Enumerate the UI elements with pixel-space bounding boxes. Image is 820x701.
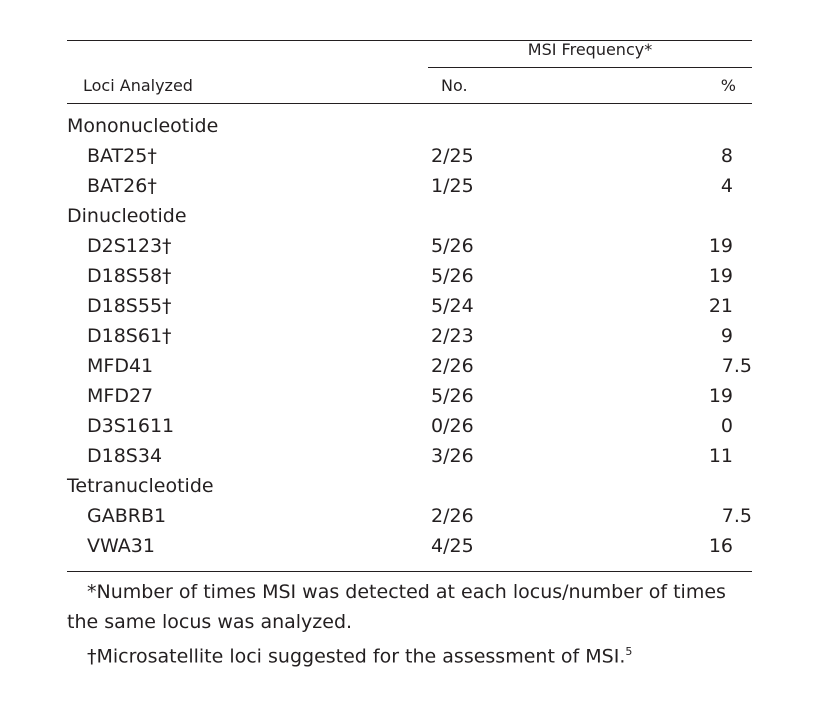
count: 3/26 — [431, 445, 474, 467]
percent: 0 — [720, 415, 733, 437]
locus: BAT25† — [87, 145, 157, 167]
count: 5/26 — [431, 265, 474, 287]
locus: D3S1611 — [87, 415, 175, 437]
locus: D18S34 — [87, 445, 163, 467]
header-rule — [67, 103, 752, 104]
locus: D18S58† — [87, 265, 172, 287]
group-header: MSI Frequency* — [527, 40, 653, 59]
percent: 7.5 — [721, 355, 752, 377]
locus: D18S55† — [87, 295, 172, 317]
count: 2/26 — [431, 505, 474, 527]
footnote: *Number of times MSI was detected at eac… — [67, 577, 757, 637]
locus: VWA31 — [87, 535, 155, 557]
percent: 9 — [720, 325, 733, 347]
bottom-rule — [67, 571, 752, 572]
percent: 11 — [708, 445, 733, 467]
percent: 19 — [708, 265, 733, 287]
footnote-text: †Microsatellite loci suggested for the a… — [87, 645, 626, 668]
group-rule — [428, 67, 752, 68]
count: 5/24 — [431, 295, 474, 317]
locus: MFD41 — [87, 355, 154, 377]
percent: 21 — [708, 295, 733, 317]
count: 0/26 — [431, 415, 474, 437]
percent: 19 — [708, 385, 733, 407]
footnote-text: *Number of times MSI was detected at eac… — [67, 581, 726, 633]
count: 5/26 — [431, 385, 474, 407]
locus: GABRB1 — [87, 505, 167, 527]
count: 2/25 — [431, 145, 474, 167]
percent: 4 — [720, 175, 733, 197]
percent: 7.5 — [721, 505, 752, 527]
count: 1/25 — [431, 175, 474, 197]
locus: MFD27 — [87, 385, 154, 407]
count: 4/25 — [431, 535, 474, 557]
top-rule — [67, 40, 752, 41]
group-label: Tetranucleotide — [67, 475, 214, 497]
count: 2/23 — [431, 325, 474, 347]
locus: BAT26† — [87, 175, 157, 197]
count: 5/26 — [431, 235, 474, 257]
group-label: Dinucleotide — [67, 205, 187, 227]
column-header: % — [720, 76, 736, 95]
percent: 16 — [708, 535, 733, 557]
percent: 19 — [708, 235, 733, 257]
column-header: Loci Analyzed — [83, 76, 193, 95]
locus: D18S61† — [87, 325, 172, 347]
locus: D2S123† — [87, 235, 172, 257]
group-label: Mononucleotide — [67, 115, 219, 137]
footnote-reference: 5 — [625, 645, 633, 658]
column-header: No. — [441, 76, 468, 95]
footnote: †Microsatellite loci suggested for the a… — [67, 637, 757, 671]
percent: 8 — [720, 145, 733, 167]
count: 2/26 — [431, 355, 474, 377]
footnotes: *Number of times MSI was detected at eac… — [67, 577, 757, 671]
